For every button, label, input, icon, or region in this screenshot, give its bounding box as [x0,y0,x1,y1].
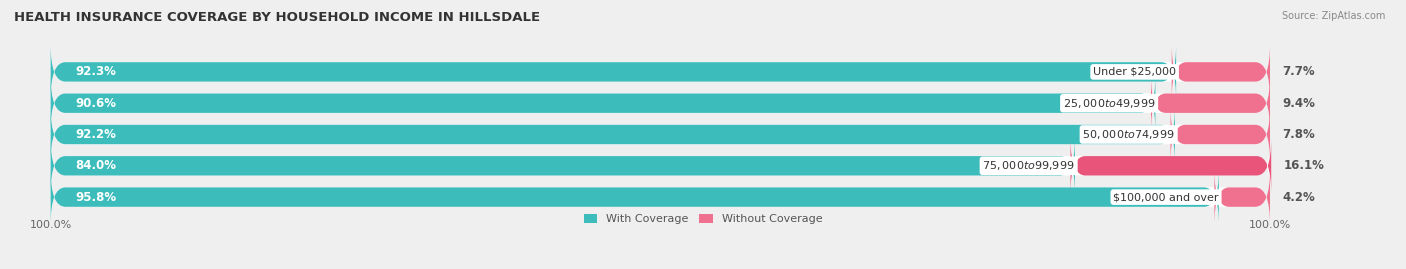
Text: 100.0%: 100.0% [30,220,72,230]
FancyBboxPatch shape [51,169,1270,225]
Text: 95.8%: 95.8% [75,191,117,204]
FancyBboxPatch shape [51,169,1219,225]
FancyBboxPatch shape [51,107,1175,162]
Text: 92.3%: 92.3% [75,65,115,78]
Text: 100.0%: 100.0% [1249,220,1291,230]
Text: 16.1%: 16.1% [1284,159,1324,172]
FancyBboxPatch shape [1171,44,1270,100]
FancyBboxPatch shape [51,107,1270,162]
Text: $100,000 and over: $100,000 and over [1114,192,1219,202]
Text: 9.4%: 9.4% [1282,97,1315,110]
FancyBboxPatch shape [51,75,1270,131]
Text: Under $25,000: Under $25,000 [1092,67,1175,77]
Text: 92.2%: 92.2% [75,128,115,141]
Text: 84.0%: 84.0% [75,159,117,172]
Text: Source: ZipAtlas.com: Source: ZipAtlas.com [1281,11,1385,21]
Text: 7.7%: 7.7% [1282,65,1315,78]
FancyBboxPatch shape [51,44,1175,100]
FancyBboxPatch shape [51,44,1270,100]
Legend: With Coverage, Without Coverage: With Coverage, Without Coverage [579,210,827,229]
Text: 7.8%: 7.8% [1282,128,1315,141]
Text: $75,000 to $99,999: $75,000 to $99,999 [983,159,1076,172]
Text: 4.2%: 4.2% [1282,191,1315,204]
Text: $50,000 to $74,999: $50,000 to $74,999 [1083,128,1175,141]
FancyBboxPatch shape [1152,75,1270,131]
FancyBboxPatch shape [1070,138,1271,194]
FancyBboxPatch shape [51,138,1270,194]
FancyBboxPatch shape [1171,107,1270,162]
FancyBboxPatch shape [51,75,1156,131]
Text: 90.6%: 90.6% [75,97,117,110]
FancyBboxPatch shape [1215,169,1270,225]
Text: HEALTH INSURANCE COVERAGE BY HOUSEHOLD INCOME IN HILLSDALE: HEALTH INSURANCE COVERAGE BY HOUSEHOLD I… [14,11,540,24]
FancyBboxPatch shape [51,138,1076,194]
Text: $25,000 to $49,999: $25,000 to $49,999 [1063,97,1156,110]
